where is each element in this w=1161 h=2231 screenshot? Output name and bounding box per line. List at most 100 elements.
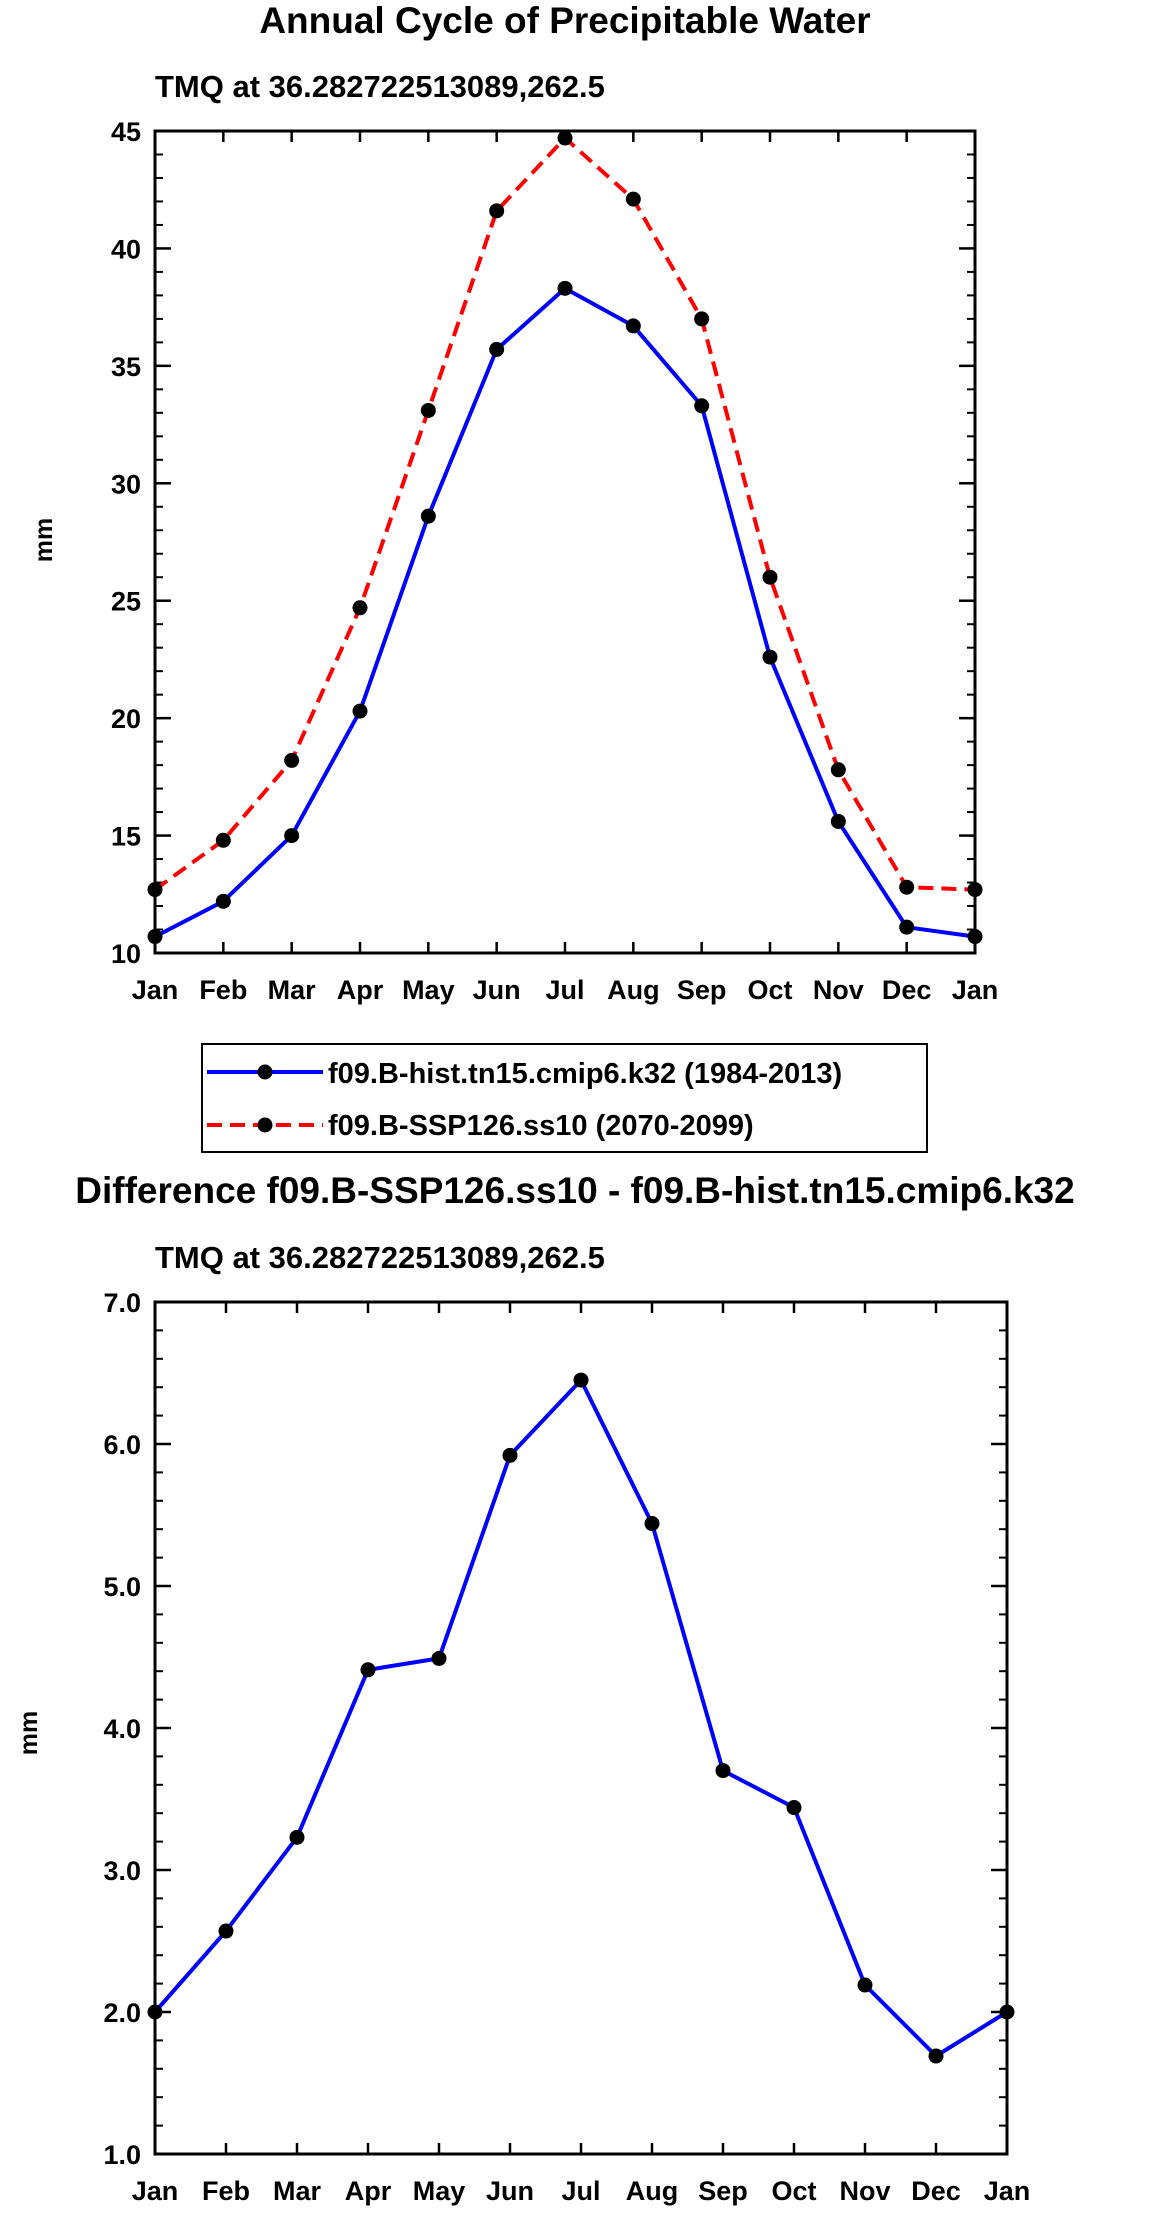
top-chart-series-0-point [215,893,231,909]
top-chart-xtick-label: Feb [199,975,247,1005]
legend-box [201,1043,928,1153]
top-chart-plot-frame [153,129,977,955]
top-chart-series-0-point [899,919,915,935]
top-chart-legend: f09.B-hist.tn15.cmip6.k32 (1984-2013) f0… [201,1043,928,1153]
bottom-chart-xtick-label: Feb [202,2176,250,2206]
bottom-chart-ytick-label: 6.0 [103,1430,141,1460]
top-chart-series-1-point [625,191,641,207]
bottom-chart-title: Difference f09.B-SSP126.ss10 - f09.B-his… [75,1170,1074,1211]
top-chart-series-0-point [625,318,641,334]
bottom-chart-xtick-label: Mar [273,2176,322,2206]
bottom-chart-xtick-label: Jan [132,2176,179,2206]
bottom-chart-ylabel: mm [15,1711,43,1755]
top-chart-axes: Jan Feb Mar Apr May Jun Jul Aug Sep Oct Nov Dec Jan 1… [111,117,998,1005]
top-chart-series-1-line [153,136,976,892]
top-chart: Annual Cycle of Precipitable Water TMQ a… [30,0,998,1153]
top-chart-series-0-point [830,813,846,829]
bottom-chart-plot-frame [153,1300,1009,2156]
bottom-chart-series-0-point [644,1516,660,1532]
bottom-chart-series-0-point [360,1662,376,1678]
top-chart-series [147,130,983,945]
legend-ssp-label: f09.B-SSP126.ss10 (2070-2099) [328,1110,754,1142]
top-chart-series-0-point [557,280,573,296]
bottom-chart-axes: Jan Feb Mar Apr May Jun Jul Aug Sep Oct Nov Dec Jan 1… [103,1288,1030,2206]
top-chart-xtick-label: Jan [132,975,179,1005]
bottom-chart-ytick-label: 4.0 [103,1714,141,1744]
top-chart-series-0-point [489,341,505,357]
bottom-chart-xtick-label: Jun [486,2176,534,2206]
top-chart-series-1-point [147,882,163,898]
top-chart-series-1-point [762,569,778,585]
bottom-chart-series-0-point [573,1372,589,1388]
bottom-chart: Difference f09.B-SSP126.ss10 - f09.B-his… [15,1170,1075,2206]
top-chart-series-0-point [420,508,436,524]
bottom-chart-series-0-point [147,2004,163,2020]
bottom-chart-xtick-label: Jul [561,2176,600,2206]
top-chart-xtick-label: Mar [268,975,317,1005]
top-chart-series-0-point [284,828,300,844]
top-chart-xtick-label: Nov [813,975,864,1005]
top-chart-ytick-label: 15 [111,822,141,852]
top-chart-xtick-label: Jul [545,975,584,1005]
bottom-chart-ytick-label: 2.0 [103,1998,141,2028]
top-chart-series-0-line [154,286,976,939]
top-chart-ytick-label: 40 [111,234,141,264]
top-chart-series-1-point [967,882,983,898]
top-chart-series-1-point [489,203,505,219]
top-chart-series-1-point [830,762,846,778]
top-chart-ytick-label: 35 [111,352,141,382]
top-chart-series-0-point [694,398,710,414]
bottom-chart-xtick-label: Nov [839,2176,890,2206]
top-chart-xtick-label: Sep [677,975,727,1005]
bottom-chart-ytick-label: 5.0 [103,1572,141,1602]
bottom-chart-xtick-label: Sep [698,2176,748,2206]
bottom-chart-xtick-label: Apr [345,2176,392,2206]
bottom-chart-series-0-point [999,2004,1015,2020]
bottom-chart-series [147,1372,1015,2064]
legend-ssp-marker [257,1117,273,1133]
top-chart-title: Annual Cycle of Precipitable Water [259,0,870,41]
top-chart-subtitle: TMQ at 36.282722513089,262.5 [155,69,605,104]
top-chart-series-0-point [352,703,368,719]
bottom-chart-xtick-label: May [413,2176,466,2206]
bottom-chart-ytick-label: 7.0 [103,1288,141,1318]
top-chart-ylabel: mm [30,518,58,562]
bottom-chart-series-0-point [715,1763,731,1779]
bottom-chart-xtick-label: Aug [626,2176,678,2206]
bottom-chart-series-0-point [928,2048,944,2064]
bottom-chart-series-0-point [786,1800,802,1816]
bottom-chart-ytick-label: 3.0 [103,1856,141,1886]
top-chart-series-1-point [557,130,573,146]
top-chart-series-0-point [762,649,778,665]
top-chart-series-1-point [420,402,436,418]
top-chart-ytick-label: 10 [111,939,141,969]
top-chart-ytick-label: 20 [111,704,141,734]
bottom-chart-series-0-point [218,1923,234,1939]
top-chart-series-1-point [284,752,300,768]
bottom-chart-series-0-point [502,1447,518,1463]
top-chart-xtick-label: Apr [337,975,384,1005]
top-chart-series-0-point [967,929,983,945]
top-chart-xtick-label: Jun [473,975,521,1005]
top-chart-series-1-point [694,311,710,327]
top-chart-ytick-label: 25 [111,587,141,617]
legend-hist-label: f09.B-hist.tn15.cmip6.k32 (1984-2013) [328,1058,842,1090]
top-chart-xtick-label: Aug [607,975,659,1005]
top-chart-ytick-label: 45 [111,117,141,147]
top-chart-series-1-point [352,600,368,616]
bottom-chart-xtick-label: Jan [984,2176,1031,2206]
top-chart-series-1-point [215,832,231,848]
top-chart-xtick-label: Jan [952,975,999,1005]
top-chart-xtick-label: Oct [747,975,792,1005]
bottom-chart-series-0-line [153,1378,1009,2058]
bottom-chart-series-0-point [431,1650,447,1666]
bottom-chart-series-0-point [289,1829,305,1845]
bottom-chart-xtick-label: Oct [771,2176,816,2206]
top-chart-series-1-point [899,879,915,895]
bottom-chart-xtick-label: Dec [911,2176,961,2206]
legend-hist-marker [257,1064,273,1080]
bottom-chart-series-0-point [857,1977,873,1993]
bottom-chart-ytick-label: 1.0 [103,2140,141,2170]
top-chart-series-0-point [147,929,163,945]
